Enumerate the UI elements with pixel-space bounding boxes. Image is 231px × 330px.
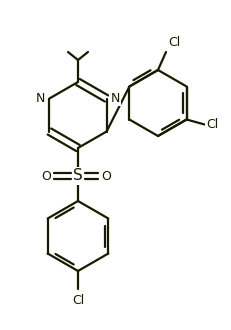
Text: Cl: Cl [72, 294, 84, 307]
Text: N: N [36, 92, 45, 105]
Text: O: O [101, 170, 110, 182]
Text: Cl: Cl [167, 36, 179, 49]
Text: S: S [73, 169, 82, 183]
Text: N: N [110, 92, 119, 105]
Text: O: O [41, 170, 51, 182]
Text: Cl: Cl [206, 118, 218, 131]
